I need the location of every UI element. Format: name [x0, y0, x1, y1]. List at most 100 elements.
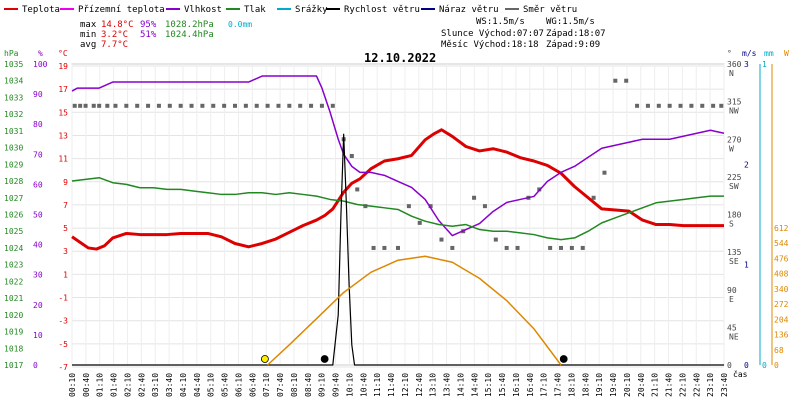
hpa-tick-label: 1025	[4, 227, 23, 236]
temp-tick-label: 5	[63, 224, 68, 233]
series-line-vlhkost	[71, 75, 725, 237]
pct-tick-label: 50	[33, 211, 43, 220]
time-tick-label: 07:40	[276, 373, 285, 397]
wind-dir-point	[417, 220, 422, 225]
wind-dir-point	[105, 103, 110, 108]
wind-dir-point	[254, 103, 259, 108]
time-tick-label: 08:10	[290, 373, 299, 397]
axis-label-pct: %	[38, 49, 43, 58]
stat-max-press: 1028.2hPa	[165, 20, 214, 30]
time-tick-label: 09:40	[332, 373, 341, 397]
time-tick-label: 00:10	[68, 373, 77, 397]
temp-tick-label: 19	[58, 62, 68, 71]
stat-min-temp: 3.2°C	[101, 30, 128, 40]
solar-tick-label: 0	[774, 361, 779, 370]
wind-dir-point	[656, 103, 661, 108]
wind-dir-point	[602, 170, 607, 175]
wind-dir-point	[624, 78, 629, 83]
time-tick-label: 08:40	[304, 373, 313, 397]
time-tick-label: 05:40	[221, 373, 230, 397]
hpa-tick-label: 1022	[4, 277, 23, 286]
wind-dir-point	[450, 245, 455, 250]
temp-tick-label: -7	[58, 363, 68, 372]
temp-tick-label: 1	[63, 270, 68, 279]
wind-dir-point	[233, 103, 237, 108]
legend-label: Náraz větru	[439, 5, 499, 15]
time-tick-label: 19:10	[595, 373, 604, 397]
time-tick-label: 15:10	[484, 373, 493, 397]
wind-tick-label: 1	[744, 261, 749, 270]
wind-dir-point	[428, 204, 433, 209]
wind-dir-point	[298, 103, 303, 108]
wind-dir-point	[72, 103, 77, 108]
wind-dir-point	[645, 103, 650, 108]
wind-dir-point	[200, 103, 205, 108]
pct-tick-label: 30	[33, 271, 43, 280]
wind-dir-point	[396, 245, 400, 250]
axis-label-deg: °	[727, 49, 732, 58]
temp-tick-label: -3	[58, 317, 68, 326]
pct-tick-label: 70	[33, 150, 43, 159]
legend-label: Směr větru	[523, 5, 577, 15]
hpa-tick-label: 1031	[4, 127, 23, 136]
axis-label-hpa: hPa	[4, 49, 19, 58]
time-tick-label: 23:40	[720, 373, 729, 397]
time-tick-label: 15:40	[498, 373, 507, 397]
wind-dir-point	[700, 103, 705, 108]
hpa-tick-label: 1021	[4, 294, 23, 303]
wind-dir-point	[504, 245, 509, 250]
dir-tick-compass: S	[729, 220, 734, 229]
axes: 1035103410331032103110301029102810271026…	[4, 60, 789, 397]
time-tick-label: 16:40	[526, 373, 535, 397]
time-tick-label: 09:10	[318, 373, 327, 397]
stat-max-hum: 95%	[140, 20, 157, 30]
time-tick-label: 12:40	[415, 373, 424, 397]
time-tick-label: 20:40	[637, 373, 646, 397]
pct-tick-label: 20	[33, 301, 43, 310]
hpa-tick-label: 1019	[4, 328, 23, 337]
dir-tick-compass: NE	[729, 332, 739, 341]
dir-tick-label: 360	[727, 60, 742, 69]
stat-min-press: 1024.4hPa	[165, 30, 214, 40]
time-tick-label: 01:40	[110, 373, 119, 397]
wind-dir-point	[371, 245, 376, 250]
hpa-tick-label: 1026	[4, 211, 23, 220]
axis-label-degc: °C	[58, 49, 68, 58]
time-tick-label: 13:40	[443, 373, 452, 397]
wind-dir-point	[330, 103, 335, 108]
hpa-tick-label: 1020	[4, 311, 23, 320]
axis-label-time: čas	[733, 369, 748, 379]
wind-dir-point	[493, 237, 498, 242]
wind-dir-point	[167, 103, 172, 108]
wind-dir-point	[689, 103, 694, 108]
time-tick-label: 19:40	[609, 373, 618, 397]
time-tick-label: 06:10	[234, 373, 243, 397]
pct-tick-label: 60	[33, 180, 43, 189]
wind-dir-point	[189, 103, 194, 108]
wind-dir-point	[178, 103, 183, 108]
dir-tick-compass: N	[729, 69, 734, 78]
dir-tick-compass: SE	[729, 257, 739, 266]
legend-label: Tlak	[244, 5, 266, 15]
hpa-tick-label: 1028	[4, 177, 23, 186]
series-line-rychlost-v-tru	[72, 133, 724, 366]
wind-dir-point	[382, 245, 387, 250]
time-tick-label: 04:10	[179, 373, 188, 397]
solar-tick-label: 68	[774, 346, 784, 355]
time-tick-label: 11:40	[387, 373, 396, 397]
hpa-tick-label: 1030	[4, 144, 23, 153]
hpa-tick-label: 1024	[4, 244, 23, 253]
wind-dir-point	[548, 245, 553, 250]
time-tick-label: 13:10	[429, 373, 438, 397]
temp-tick-label: -1	[58, 294, 68, 303]
wind-dir-point	[559, 245, 563, 250]
stat-sun-set: Západ:18:07	[546, 29, 606, 39]
temp-tick-label: 15	[58, 108, 68, 117]
grid	[71, 63, 725, 368]
time-tick-label: 22:40	[692, 373, 701, 397]
time-tick-label: 02:40	[137, 373, 146, 397]
wind-dir-point	[97, 103, 102, 108]
axis-label-w: W	[784, 49, 789, 58]
solar-tick-label: 476	[774, 254, 789, 263]
stat-ws: WS:1.5m/s	[476, 17, 525, 27]
